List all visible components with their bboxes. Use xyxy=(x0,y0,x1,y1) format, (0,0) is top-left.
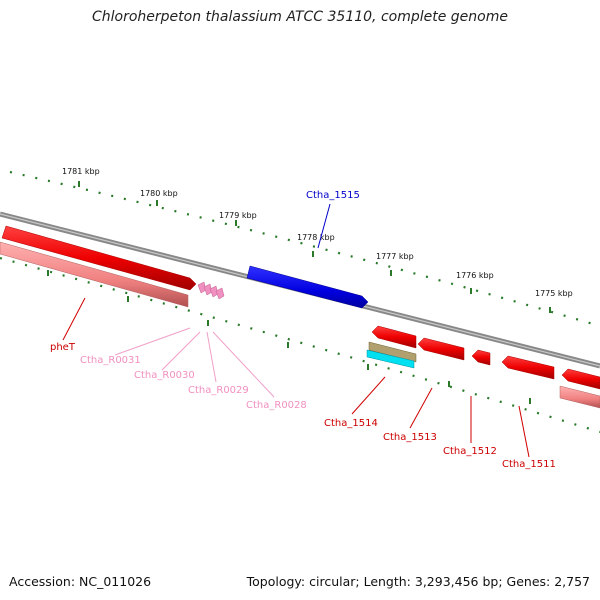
gene-phet-companion[interactable] xyxy=(0,241,189,308)
gene-label-ctha-r0030: Ctha_R0030 xyxy=(134,370,195,381)
gene-label-ctha-1515: Ctha_1515 xyxy=(306,190,360,201)
gene-label-ctha-r0029: Ctha_R0029 xyxy=(188,385,249,396)
gene-ctha-1512[interactable] xyxy=(471,349,491,366)
gene-label-ctha-1511: Ctha_1511 xyxy=(502,459,556,470)
gene-ctha-1515[interactable] xyxy=(246,265,369,309)
gene-label-ctha-1512: Ctha_1512 xyxy=(443,446,497,457)
gene-label-phet: pheT xyxy=(50,342,76,353)
ruler-label: 1777 kbp xyxy=(376,252,414,261)
gene-label-ctha-r0031: Ctha_R0031 xyxy=(80,355,141,366)
ruler-upper xyxy=(9,170,600,328)
leader-lines xyxy=(62,203,530,458)
gene-ctha-1510[interactable] xyxy=(561,368,600,390)
gene-ctha-1513[interactable] xyxy=(417,337,465,361)
page-title: Chloroherpeton thalassium ATCC 35110, co… xyxy=(92,9,508,25)
rna-genes[interactable] xyxy=(197,281,225,300)
ruler-lower-major-ticks xyxy=(47,270,531,404)
gene-phet[interactable] xyxy=(1,225,197,291)
ruler-label: 1781 kbp xyxy=(62,167,100,176)
ruler-label: 1779 kbp xyxy=(219,211,257,220)
accession-text: Accession: NC_011026 xyxy=(9,574,152,589)
ruler-label: 1776 kbp xyxy=(456,271,494,280)
ruler-label: 1775 kbp xyxy=(535,289,573,298)
ruler-upper-major-ticks xyxy=(78,181,551,313)
gene-ctha-1514-rna[interactable] xyxy=(366,349,415,369)
gene-ctha-1514-red[interactable] xyxy=(371,325,417,349)
gene-light-right[interactable] xyxy=(559,385,600,409)
gene-label-ctha-1513: Ctha_1513 xyxy=(383,432,437,443)
gene-ctha-1511[interactable] xyxy=(501,355,555,380)
genome-info-text: Topology: circular; Length: 3,293,456 bp… xyxy=(246,574,590,589)
gene-label-ctha-1514: Ctha_1514 xyxy=(324,418,378,429)
gene-label-ctha-r0028: Ctha_R0028 xyxy=(246,400,307,411)
ruler-label: 1780 kbp xyxy=(140,189,178,198)
gene-ctha-1514[interactable] xyxy=(368,341,417,363)
ruler-label: 1778 kbp xyxy=(297,233,335,242)
